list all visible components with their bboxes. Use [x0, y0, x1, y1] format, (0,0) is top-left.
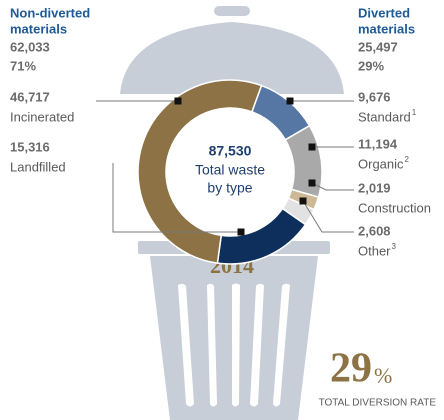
bin-lid: [120, 6, 344, 94]
rate-label: TOTAL DIVERSION RATE: [319, 398, 437, 409]
donut: [137, 79, 323, 265]
center-value: 87,530: [209, 143, 252, 159]
leader-line: [311, 182, 354, 191]
center-label: Total waste: [195, 162, 265, 178]
group-title: Diverted: [358, 5, 410, 20]
leader-dot: [286, 97, 294, 105]
value-label: 11,194: [358, 136, 398, 151]
group-percent: 71%: [10, 58, 36, 73]
value-label: 2,019: [358, 180, 391, 195]
leader-dot: [174, 97, 182, 105]
group-value: 62,033: [10, 39, 50, 54]
group-title: Non-diverted: [10, 5, 90, 20]
footnote-mark: 3: [392, 242, 397, 251]
donut-segment: [137, 79, 263, 264]
footnote-mark: 2: [405, 155, 410, 164]
rate-unit: %: [374, 363, 392, 388]
donut-segment: [284, 124, 323, 199]
group-value: 25,497: [358, 39, 398, 54]
value-label: 2,608: [358, 223, 391, 238]
donut-segment: [216, 207, 307, 265]
leader-dot: [308, 143, 316, 151]
group-percent: 29%: [358, 58, 384, 73]
rate-number: 29: [330, 346, 372, 392]
category-label: Standard: [358, 109, 411, 124]
category-label: Organic: [358, 156, 404, 171]
group-title: materials: [358, 21, 415, 36]
leader-line: [112, 163, 241, 233]
center-label: by type: [207, 180, 252, 196]
labels: 9,676 Standard 1 11,194 Organic 2 2,019 Constru…: [10, 89, 431, 258]
leader-dot: [299, 197, 307, 205]
value-label: 46,717: [10, 89, 50, 104]
value-label: 15,316: [10, 139, 50, 154]
category-label: Other: [358, 243, 391, 258]
category-label: Incinerated: [10, 109, 74, 124]
value-label: 9,676: [358, 89, 391, 104]
leader-line: [302, 200, 354, 233]
bin-slots: [178, 283, 290, 407]
category-label: Landfilled: [10, 159, 66, 174]
leader-dot: [308, 179, 316, 187]
footnote-mark: 1: [412, 108, 417, 117]
category-label: Construction: [358, 200, 431, 215]
leader-dot: [237, 228, 245, 236]
group-title: materials: [10, 21, 67, 36]
